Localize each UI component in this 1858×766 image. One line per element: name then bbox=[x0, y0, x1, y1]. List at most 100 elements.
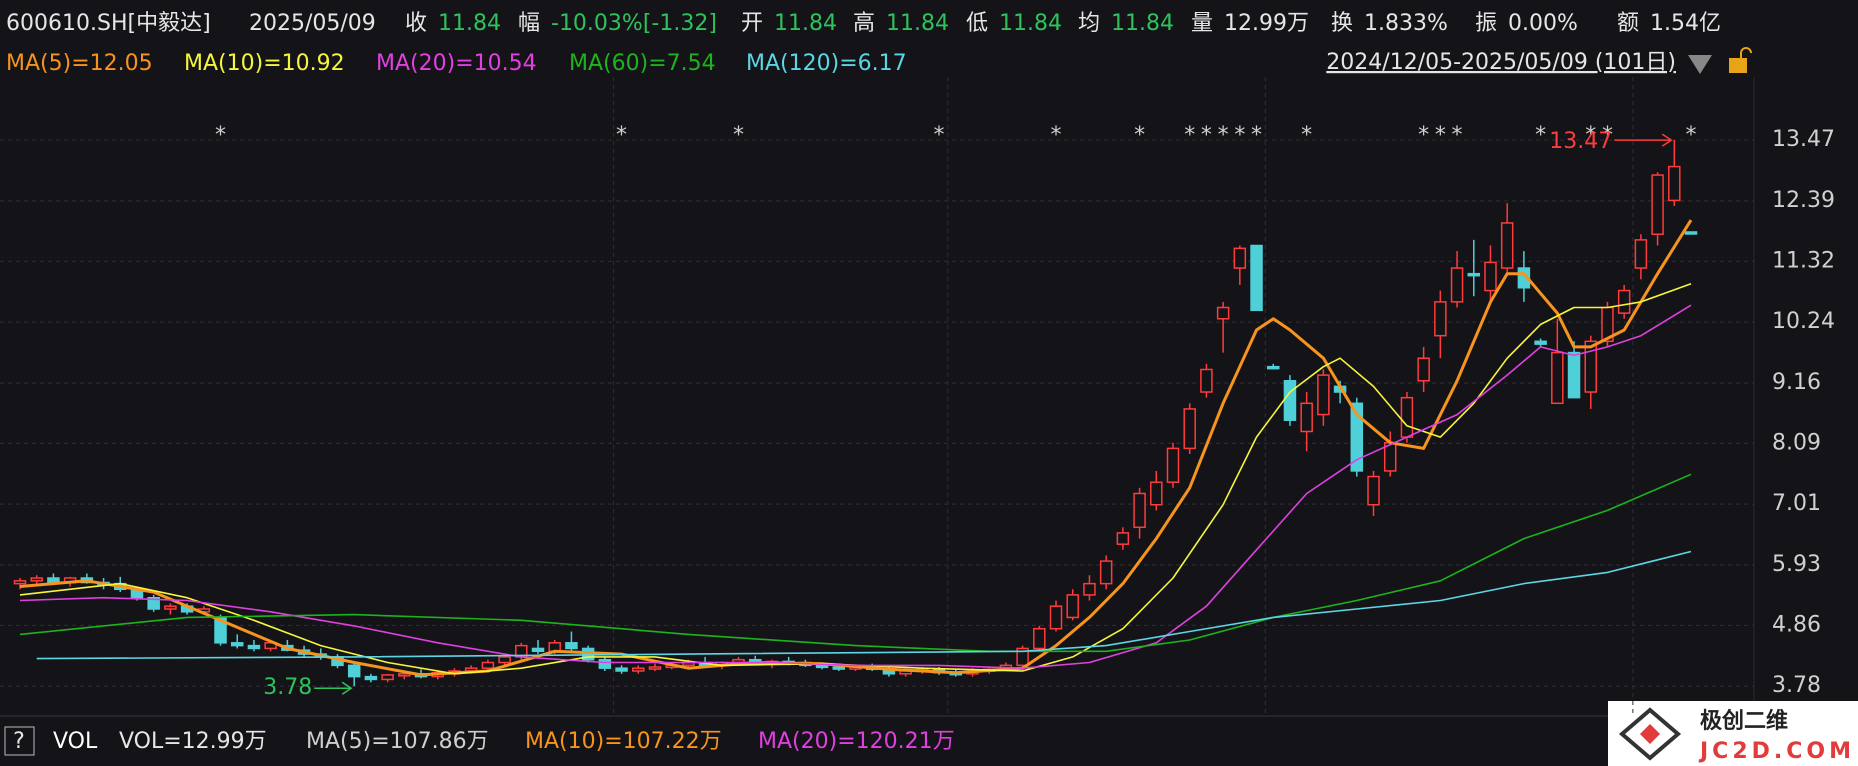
candle-body bbox=[30, 577, 43, 582]
candle-body bbox=[1617, 289, 1631, 314]
event-marker: * bbox=[1051, 123, 1062, 148]
candle-body bbox=[1350, 402, 1364, 472]
candle-body bbox=[1233, 247, 1247, 269]
lock-icon[interactable] bbox=[1729, 58, 1747, 73]
y-tick-label: 4.86 bbox=[1772, 612, 1821, 637]
watermark-name: 极创二维 bbox=[1700, 708, 1788, 734]
ma-line bbox=[19, 283, 1692, 675]
candle-body bbox=[13, 580, 27, 585]
candle-body bbox=[1534, 340, 1547, 345]
candle-body bbox=[1183, 408, 1196, 450]
candle-body bbox=[1484, 261, 1497, 292]
y-tick-label: 9.16 bbox=[1772, 370, 1821, 395]
candle-body bbox=[615, 667, 628, 672]
candle-body bbox=[1450, 267, 1464, 303]
candle-body bbox=[230, 642, 244, 647]
candle-body bbox=[1133, 492, 1146, 529]
candle-body bbox=[648, 666, 662, 670]
y-tick-label: 5.93 bbox=[1772, 552, 1821, 577]
candle-body bbox=[1417, 357, 1430, 382]
candle-body bbox=[364, 675, 378, 681]
candle-body bbox=[1300, 402, 1313, 433]
event-marker: * bbox=[1201, 123, 1212, 148]
event-marker: * bbox=[1602, 123, 1613, 148]
candle-body bbox=[1634, 239, 1648, 269]
candle-body bbox=[1400, 396, 1414, 438]
candle-body bbox=[531, 647, 545, 653]
candle-body bbox=[1500, 222, 1514, 269]
candle-body bbox=[1684, 231, 1698, 235]
help-box[interactable] bbox=[4, 726, 35, 756]
candle-body bbox=[1200, 368, 1213, 393]
legend-entry: MA(10)=10.92 bbox=[184, 51, 345, 76]
candle-body bbox=[247, 644, 261, 650]
range-dropdown[interactable] bbox=[1688, 55, 1712, 74]
vol-title: VOL bbox=[53, 729, 98, 754]
event-marker: * bbox=[934, 123, 945, 148]
candle-body bbox=[1567, 351, 1581, 399]
min-arrow-head bbox=[341, 681, 353, 695]
candle-body bbox=[1216, 306, 1230, 320]
watermark-site: JC2D.COM bbox=[1698, 739, 1855, 764]
candle-body bbox=[381, 674, 394, 681]
field-label: 开 bbox=[741, 11, 763, 36]
field-value: 0.00% bbox=[1508, 11, 1578, 36]
field-value: 11.84 bbox=[1111, 11, 1174, 36]
event-marker: * bbox=[1535, 123, 1546, 148]
event-marker: * bbox=[1234, 123, 1245, 148]
date-range: 2024/12/05-2025/05/09 (101日) bbox=[1326, 50, 1676, 75]
y-tick-label: 11.32 bbox=[1772, 248, 1835, 273]
field-label: 均 bbox=[1078, 11, 1100, 36]
field-value: -10.03%[-1.32] bbox=[551, 11, 717, 36]
legend-entry: MA(60)=7.54 bbox=[569, 51, 716, 76]
candle-body bbox=[598, 658, 612, 669]
candle-body bbox=[1066, 594, 1079, 619]
candle-body bbox=[1033, 627, 1046, 650]
field-label: 额 bbox=[1617, 11, 1639, 36]
field-value: 1.54亿 bbox=[1650, 11, 1721, 36]
candle-body bbox=[1434, 301, 1447, 337]
event-marker: * bbox=[1452, 123, 1463, 148]
lock-shackle bbox=[1740, 47, 1752, 58]
candle-body bbox=[1283, 380, 1297, 421]
candle-body bbox=[1099, 560, 1113, 585]
candle-body bbox=[632, 667, 645, 672]
event-marker: * bbox=[1301, 123, 1312, 148]
ma-line bbox=[19, 219, 1693, 677]
field-value: 11.84 bbox=[886, 11, 949, 36]
ma-line bbox=[19, 473, 1692, 653]
field-value: 11.84 bbox=[438, 11, 501, 36]
field-label: 换 bbox=[1331, 11, 1353, 36]
candle-body bbox=[1150, 481, 1163, 506]
candle-body bbox=[1367, 475, 1380, 506]
candle-body bbox=[1651, 174, 1664, 235]
field-value: 1.833% bbox=[1364, 11, 1448, 36]
candle-body bbox=[1116, 532, 1130, 545]
y-tick-label: 10.24 bbox=[1772, 309, 1835, 334]
y-tick-label: 8.09 bbox=[1772, 430, 1821, 455]
candle-body bbox=[832, 666, 846, 670]
y-tick-label: 3.78 bbox=[1772, 673, 1821, 698]
event-marker: * bbox=[1686, 123, 1697, 148]
event-marker: * bbox=[1134, 123, 1145, 148]
legend-entry: MA(5)=12.05 bbox=[6, 51, 153, 76]
legend-entry: MA(120)=6.17 bbox=[746, 51, 907, 76]
field-label: 收 bbox=[405, 11, 427, 36]
min-label: 3.78 bbox=[263, 675, 312, 700]
event-marker: * bbox=[1251, 123, 1262, 148]
candle-body bbox=[1551, 351, 1564, 405]
event-marker: * bbox=[1585, 123, 1596, 148]
candle-body bbox=[565, 642, 578, 650]
field-label: 幅 bbox=[518, 11, 540, 36]
event-marker: * bbox=[616, 123, 627, 148]
max-arrow-head bbox=[1661, 133, 1673, 147]
event-marker: * bbox=[1418, 123, 1429, 148]
watermark-logo bbox=[1618, 707, 1682, 761]
candle-body bbox=[1083, 582, 1096, 596]
ma-line bbox=[36, 550, 1692, 660]
event-marker: * bbox=[1184, 123, 1195, 148]
event-marker: * bbox=[1218, 123, 1229, 148]
candle-body bbox=[1016, 647, 1029, 667]
y-tick-label: 13.47 bbox=[1772, 127, 1835, 152]
